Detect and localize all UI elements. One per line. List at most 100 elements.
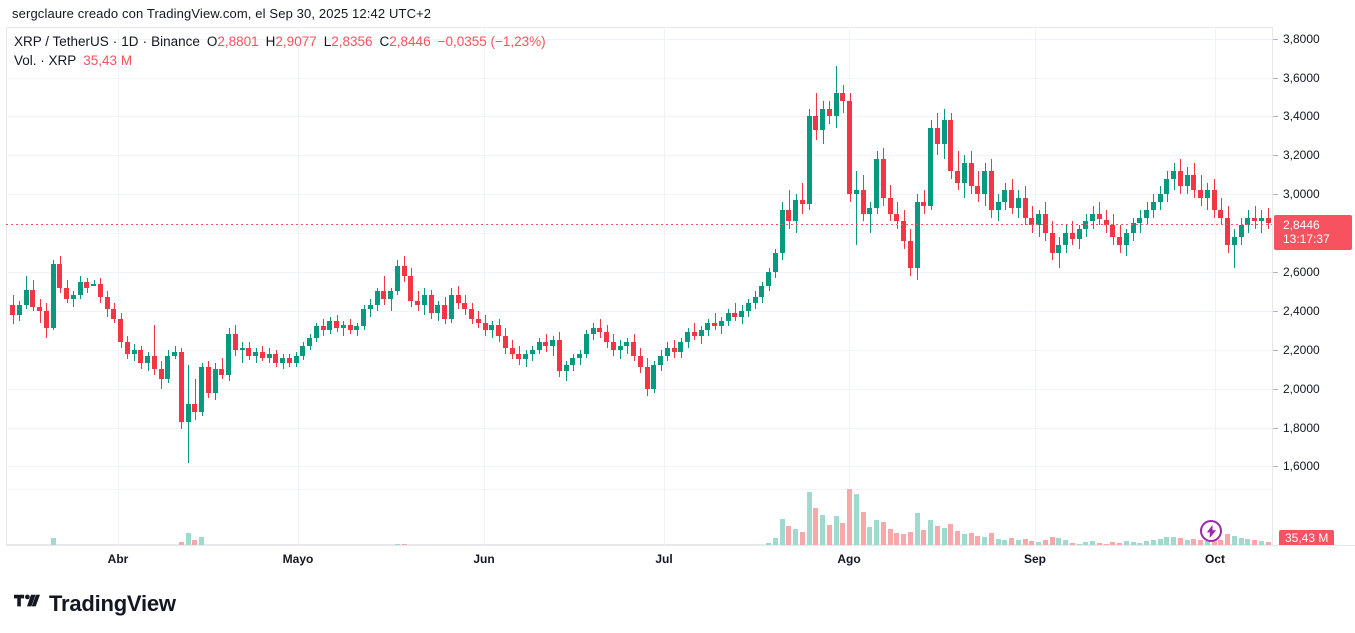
volume-value-badge[interactable]: 35,43 M <box>1279 530 1335 547</box>
volume-bar <box>887 529 893 545</box>
candle-body <box>961 163 967 183</box>
candle-body <box>435 305 441 313</box>
gridline-horizontal <box>6 155 1272 156</box>
gridline-horizontal <box>6 39 1272 40</box>
candle-body <box>246 347 252 356</box>
price-tick-dash <box>1273 39 1278 40</box>
volume-bar <box>1198 540 1203 545</box>
candle-body <box>1157 194 1163 202</box>
time-axis-label: Ago <box>837 552 861 566</box>
candle-body <box>145 355 150 364</box>
candle-body <box>671 347 677 352</box>
candle-body <box>1265 217 1271 224</box>
volume-bar <box>1076 543 1082 545</box>
candle-wick <box>94 279 95 286</box>
volume-bar <box>955 531 960 545</box>
candle-body <box>489 324 495 331</box>
candle-body <box>448 295 454 319</box>
volume-bar <box>1083 541 1089 545</box>
volume-bar <box>1117 542 1122 545</box>
candle-body <box>408 275 414 302</box>
volume-bar <box>1130 541 1136 545</box>
price-axis-label: 2,2000 <box>1283 342 1320 357</box>
candle-body <box>1258 217 1264 222</box>
price-axis-label: 2,4000 <box>1283 303 1320 318</box>
volume-bar <box>793 529 798 545</box>
candle-body <box>212 369 218 393</box>
candle-body <box>1117 237 1122 245</box>
volume-bar <box>1204 541 1210 545</box>
candle-body <box>1022 198 1028 218</box>
volume-bar <box>995 538 1001 545</box>
volume-bar <box>1231 535 1237 545</box>
current-price-badge[interactable]: 2,8446 13:17:37 <box>1274 215 1352 251</box>
candle-body <box>766 272 771 286</box>
price-tick-dash <box>1273 194 1278 195</box>
candle-wick <box>73 291 74 307</box>
candle-body <box>698 330 704 337</box>
candle-body <box>563 365 569 372</box>
price-tick-dash <box>1273 155 1278 156</box>
volume-bar <box>894 533 900 545</box>
candle-body <box>1171 170 1176 179</box>
candle-body <box>1042 213 1048 234</box>
candle-body <box>327 320 333 331</box>
candle-wick <box>566 361 567 381</box>
volume-bar <box>1049 536 1055 545</box>
candle-body <box>772 252 778 272</box>
gridline-horizontal <box>6 272 1272 273</box>
candle-body <box>820 108 825 131</box>
candle-body <box>205 367 211 393</box>
candle-wick <box>40 299 41 323</box>
candle-body <box>57 264 63 288</box>
volume-bar <box>1137 542 1143 545</box>
candle-body <box>637 355 643 368</box>
candle-wick <box>195 378 196 420</box>
candle-body <box>64 287 69 300</box>
volume-bar <box>914 513 920 545</box>
price-axis[interactable]: 3,8000 3,6000 3,4000 3,2000 3,0000 2,6000 2,40… <box>1272 27 1355 547</box>
volume-bar <box>394 543 400 545</box>
chart-plot-area[interactable] <box>6 27 1272 545</box>
candle-body <box>941 120 947 144</box>
current-price-value: 2,8446 <box>1283 218 1320 233</box>
candle-body <box>219 369 225 376</box>
candle-body <box>482 322 488 331</box>
candle-wick <box>1059 237 1060 269</box>
flash-realtime-icon[interactable] <box>1200 520 1222 542</box>
volume-bar <box>1009 538 1014 545</box>
candle-body <box>550 340 555 346</box>
volume-bar <box>833 516 839 545</box>
volume-bar <box>1036 541 1041 545</box>
volume-bar <box>1069 542 1075 545</box>
candle-body <box>516 353 522 360</box>
price-tick-dash <box>1273 428 1278 429</box>
time-axis[interactable]: Abr Mayo Jun Jul Ago Sep Oct <box>6 545 1355 573</box>
candle-body <box>955 170 960 183</box>
candle-body <box>313 326 319 339</box>
volume-bar <box>901 534 906 545</box>
volume-bar <box>1191 538 1197 545</box>
candle-body <box>1184 174 1190 187</box>
candle-body <box>1164 178 1170 195</box>
candle-wick <box>580 349 581 366</box>
gridline-vertical <box>118 27 119 545</box>
gridline-vertical <box>484 27 485 545</box>
candle-body <box>799 200 805 204</box>
candle-body <box>496 324 501 337</box>
candle-body <box>867 207 873 214</box>
candle-body <box>1211 190 1217 210</box>
tradingview-brand-text: TradingView <box>49 591 176 616</box>
price-axis-label: 3,6000 <box>1283 70 1320 85</box>
chart-frame <box>6 27 1349 545</box>
candle-body <box>185 404 191 422</box>
candle-body <box>442 305 447 319</box>
candle-body <box>975 186 981 195</box>
candle-body <box>178 351 184 422</box>
candle-body <box>475 318 481 323</box>
candle-body <box>502 336 508 348</box>
candle-body <box>253 351 258 356</box>
candle-body <box>1002 190 1008 202</box>
candle-body <box>806 116 812 204</box>
